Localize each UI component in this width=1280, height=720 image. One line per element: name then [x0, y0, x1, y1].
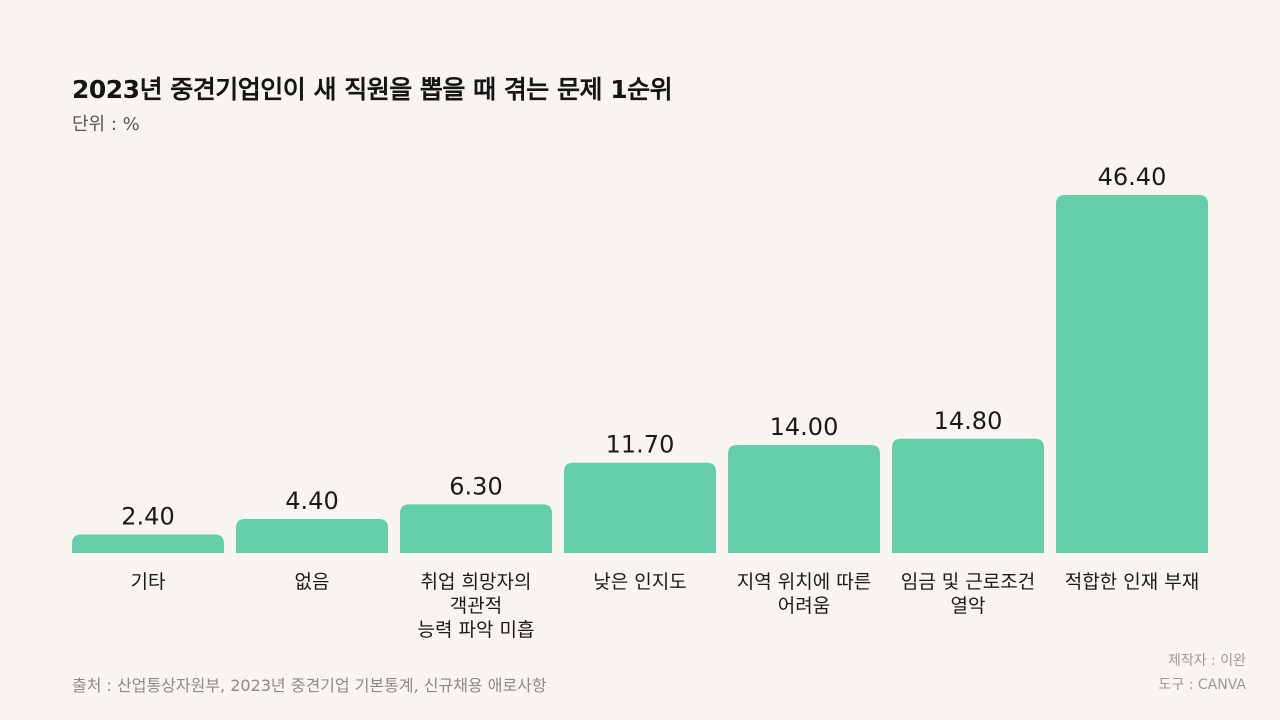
tool-credit: 도구 : CANVA [1158, 677, 1246, 693]
bar-chart: 2.40 기타 4.40 없음 6.30 취업 희망자의 객관적 능력 파악 미흡 11.70 낮… [72, 163, 1208, 641]
value-label-4: 11.70 [606, 431, 675, 459]
source-note: 출처 : 산업통상자원부, 2023년 중견기업 기본통계, 신규채용 애로사항 [72, 676, 547, 695]
category-label-2: 없음 [295, 571, 330, 593]
bar-1 [72, 534, 224, 553]
value-label-2: 4.40 [285, 487, 338, 515]
category-label-5: 지역 위치에 따른 어려움 [737, 571, 871, 617]
category-label-1: 기타 [131, 571, 166, 593]
bar-4 [564, 462, 716, 553]
value-label-6: 14.80 [934, 407, 1003, 435]
bar-6 [892, 438, 1044, 553]
value-label-3: 6.30 [449, 472, 502, 500]
chart-title: 2023년 중견기업인이 새 직원을 뽑을 때 겪는 문제 1순위 [72, 75, 673, 104]
value-label-5: 14.00 [770, 413, 839, 441]
value-label-1: 2.40 [121, 502, 174, 530]
bar-3 [400, 504, 552, 553]
unit-label: 단위 : % [72, 114, 140, 135]
category-label-3: 취업 희망자의 객관적 능력 파악 미흡 [418, 571, 535, 641]
category-label-7: 적합한 인재 부재 [1065, 571, 1199, 593]
value-label-7: 46.40 [1098, 163, 1167, 191]
bar-2 [236, 519, 388, 553]
category-label-4: 낮은 인지도 [593, 571, 686, 593]
bar-7 [1056, 195, 1208, 553]
bar-5 [728, 444, 880, 553]
maker-credit: 제작자 : 이완 [1167, 653, 1246, 669]
category-label-6: 임금 및 근로조건 열악 [901, 571, 1035, 617]
